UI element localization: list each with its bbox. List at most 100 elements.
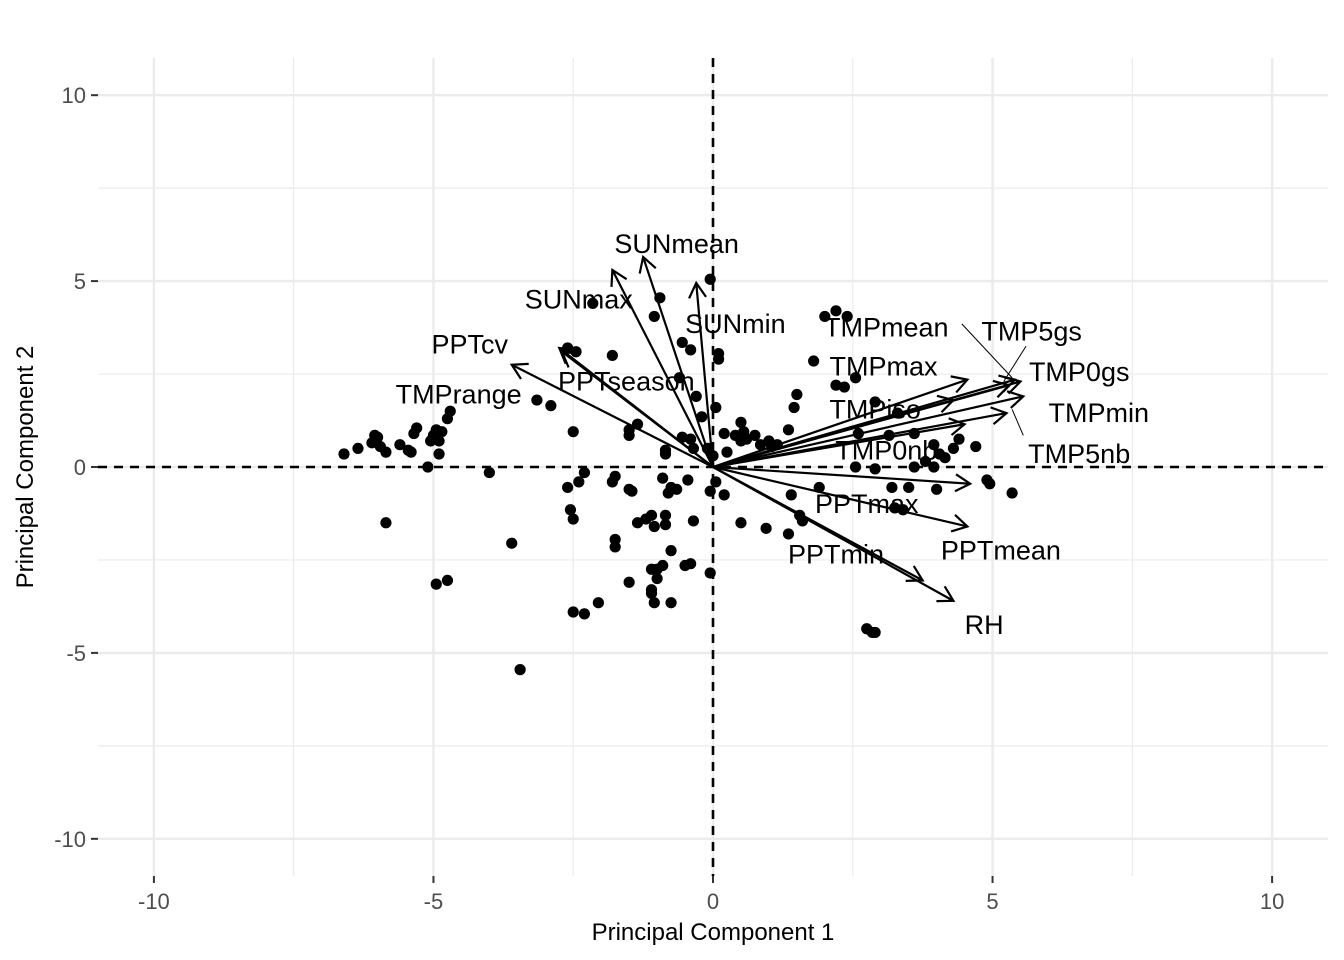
loading-arrow-tmpmin bbox=[712, 395, 1024, 469]
score-point bbox=[436, 426, 448, 438]
score-point bbox=[506, 537, 518, 549]
score-point bbox=[685, 558, 697, 570]
y-tick-label: 10 bbox=[62, 83, 86, 108]
score-point bbox=[657, 472, 669, 484]
loading-arrowhead-sunmean bbox=[638, 254, 657, 274]
loading-arrowhead-pptseason bbox=[557, 346, 577, 365]
loading-arrow-rh bbox=[712, 466, 954, 602]
label-leader-line bbox=[961, 323, 1013, 379]
y-tick-label: 5 bbox=[74, 269, 86, 294]
score-point bbox=[970, 440, 982, 453]
score-point bbox=[710, 476, 722, 488]
score-point bbox=[592, 597, 604, 609]
score-point bbox=[562, 342, 574, 354]
score-point bbox=[721, 446, 733, 458]
score-point bbox=[1006, 487, 1018, 499]
score-point bbox=[483, 466, 495, 479]
score-point bbox=[631, 517, 644, 529]
score-point bbox=[352, 442, 364, 455]
loading-label-pptcv: PPTcv bbox=[432, 329, 509, 359]
loading-label-sunmean: SUNmean bbox=[614, 229, 739, 259]
loading-arrow-tmpmax bbox=[712, 378, 968, 469]
loading-arrow-tmpiso bbox=[712, 399, 954, 469]
score-point bbox=[687, 515, 700, 527]
score-point bbox=[609, 470, 621, 482]
score-point bbox=[931, 483, 943, 495]
score-point bbox=[984, 478, 996, 490]
loading-arrowhead-tmp5nb bbox=[948, 417, 967, 436]
score-point bbox=[405, 446, 417, 458]
score-point bbox=[564, 504, 577, 516]
loading-arrowhead-pptcv bbox=[509, 362, 529, 380]
score-point bbox=[735, 416, 747, 428]
score-point bbox=[782, 528, 795, 540]
loading-arrowhead-sunmin bbox=[688, 280, 707, 299]
score-point bbox=[749, 429, 761, 441]
loading-label-tmpmax: TMPmax bbox=[830, 352, 939, 382]
score-point bbox=[380, 517, 392, 529]
loading-arrow-pptmax bbox=[712, 465, 971, 485]
score-point bbox=[676, 336, 688, 349]
score-point bbox=[718, 489, 730, 501]
score-point bbox=[545, 400, 557, 412]
score-point bbox=[808, 355, 820, 367]
score-point bbox=[665, 545, 677, 557]
score-point bbox=[704, 273, 716, 285]
score-point bbox=[665, 597, 677, 609]
score-point bbox=[830, 379, 842, 391]
score-point bbox=[570, 346, 582, 358]
loading-label-rh: RH bbox=[965, 610, 1004, 640]
loading-arrowhead-pptmax bbox=[954, 473, 973, 493]
loading-arrowhead-sunmax bbox=[610, 267, 628, 287]
score-point bbox=[869, 396, 881, 408]
score-point bbox=[947, 442, 960, 455]
x-tick-label: 5 bbox=[986, 889, 998, 914]
score-point bbox=[394, 439, 406, 451]
score-point bbox=[567, 606, 579, 618]
score-point bbox=[430, 578, 442, 590]
score-point bbox=[441, 574, 454, 587]
score-point bbox=[411, 422, 423, 434]
loading-label-tmp5gs: TMP5gs bbox=[981, 316, 1082, 346]
label-leader-line bbox=[1011, 409, 1024, 436]
score-point bbox=[645, 584, 658, 596]
score-point bbox=[685, 433, 697, 445]
loading-label-tmpiso: TMPiso bbox=[829, 394, 921, 424]
score-point bbox=[903, 481, 915, 494]
x-axis-title: Principal Component 1 bbox=[592, 919, 835, 946]
score-point bbox=[648, 597, 660, 609]
score-point bbox=[514, 664, 526, 676]
loading-label-tmpmin: TMPmin bbox=[1049, 398, 1150, 428]
loading-arrowhead-tmpiso bbox=[936, 394, 956, 413]
score-point bbox=[587, 297, 599, 309]
score-point bbox=[869, 626, 881, 639]
score-point bbox=[422, 461, 434, 473]
score-point bbox=[785, 489, 797, 501]
score-point bbox=[735, 517, 747, 529]
loading-arrowhead-tmp0nb bbox=[990, 406, 1009, 425]
score-point bbox=[849, 461, 862, 473]
score-point bbox=[908, 461, 920, 473]
score-point bbox=[338, 448, 350, 460]
score-point bbox=[626, 485, 638, 497]
x-tick-label: -10 bbox=[138, 889, 170, 914]
y-tick-label: 0 bbox=[74, 455, 86, 480]
score-point bbox=[671, 483, 683, 495]
loading-arrow-sunmin bbox=[695, 282, 715, 468]
loading-arrowhead-pptmean bbox=[950, 514, 970, 533]
loading-label-tmp0gs: TMP0gs bbox=[1029, 357, 1130, 387]
score-point bbox=[919, 455, 932, 468]
score-point bbox=[433, 448, 445, 460]
score-point bbox=[623, 576, 635, 588]
score-point bbox=[444, 405, 456, 417]
score-point bbox=[657, 559, 669, 572]
loading-label-tmprange: TMPrange bbox=[396, 379, 522, 409]
axis-ticks: -10 -5 0 5 10 10 5 0 -5 -10 bbox=[54, 83, 1284, 914]
loading-arrow-sunmean bbox=[642, 256, 715, 468]
y-axis-title: Principal Component 2 bbox=[12, 346, 39, 589]
score-point bbox=[704, 567, 716, 579]
score-point bbox=[841, 310, 853, 323]
score-point bbox=[710, 401, 722, 414]
score-point bbox=[886, 481, 898, 494]
